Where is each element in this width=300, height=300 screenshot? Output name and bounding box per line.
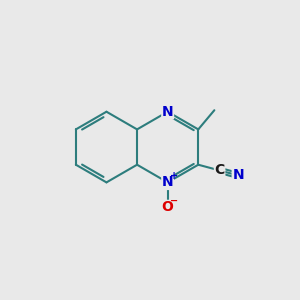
Text: O: O bbox=[162, 200, 174, 214]
Text: N: N bbox=[232, 168, 244, 182]
Text: −: − bbox=[170, 196, 178, 206]
Text: +: + bbox=[170, 171, 178, 181]
Text: C: C bbox=[214, 164, 225, 177]
Text: N: N bbox=[162, 105, 173, 119]
Text: N: N bbox=[162, 176, 173, 189]
